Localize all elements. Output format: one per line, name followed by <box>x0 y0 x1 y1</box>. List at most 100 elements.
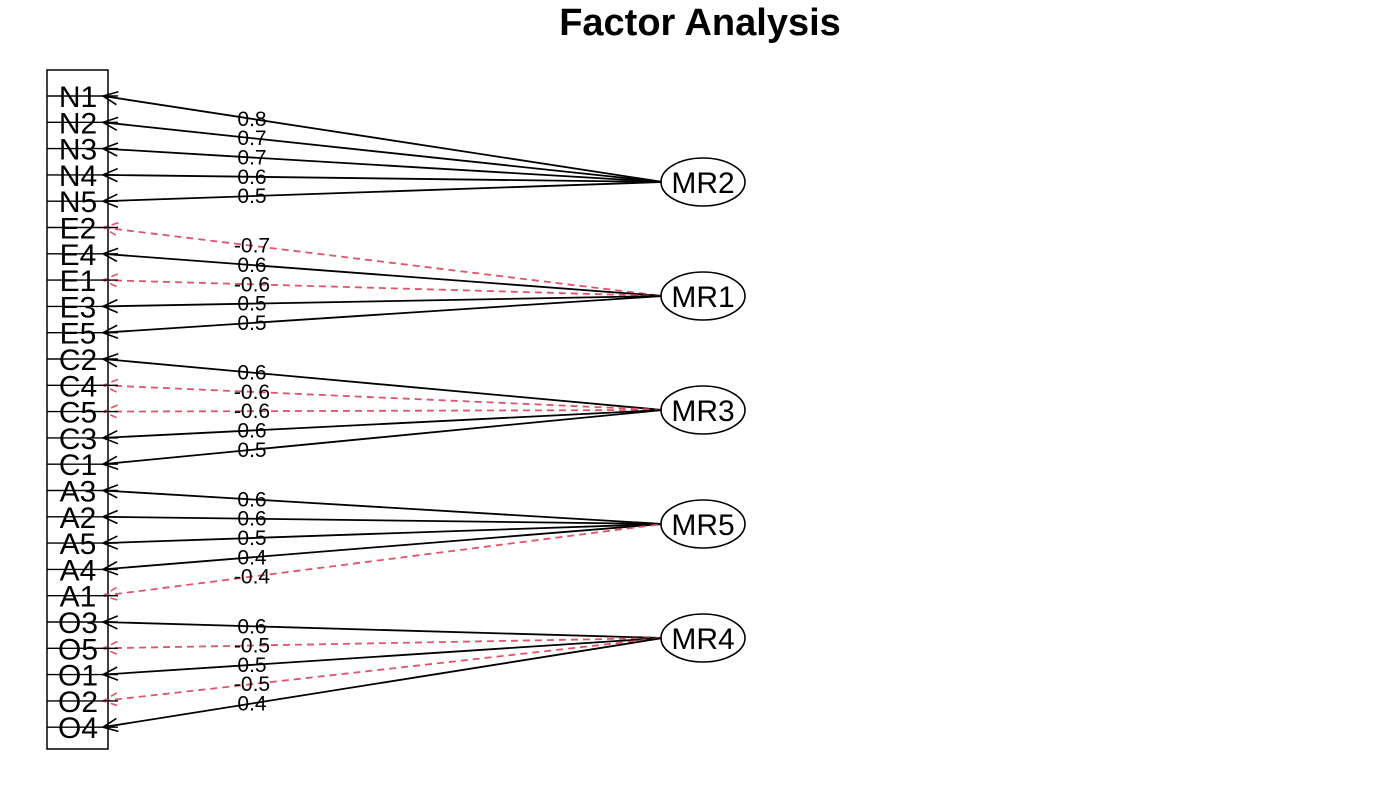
factor-ellipse <box>660 385 746 435</box>
loading-E4-MR1: 0.6 <box>101 247 664 297</box>
variables-box <box>46 69 109 750</box>
loading-path <box>102 637 664 650</box>
factor-label: MR3 <box>671 395 734 428</box>
loading-label: 0.7 <box>237 127 266 150</box>
factor-ellipse <box>660 271 746 321</box>
loading-label: 0.5 <box>237 312 266 335</box>
loading-label: 0.5 <box>237 439 266 462</box>
variable-A4: A4 <box>47 554 118 587</box>
variable-C4: C4 <box>47 370 118 403</box>
variable-label: A2 <box>60 502 97 535</box>
loading-label: 0.4 <box>237 546 267 569</box>
variable-C3: C3 <box>47 423 118 456</box>
loading-path <box>102 279 664 297</box>
variable-label: C3 <box>59 423 97 456</box>
loading-A4-MR5: 0.4 <box>101 523 664 576</box>
loading-N5-MR2: 0.5 <box>101 181 664 208</box>
loading-N2-MR2: 0.7 <box>101 116 664 183</box>
loading-label: -0.4 <box>234 566 271 589</box>
loading-label: 0.5 <box>237 293 266 316</box>
factor-MR4: MR4 <box>660 613 746 663</box>
loading-label: 0.6 <box>237 254 266 277</box>
variable-label: E5 <box>60 318 97 351</box>
factor-MR5: MR5 <box>660 499 746 549</box>
loading-A1-MR5: -0.4 <box>101 523 664 602</box>
loading-N3-MR2: 0.7 <box>101 142 664 183</box>
variable-label: C2 <box>59 344 97 377</box>
variable-label: N2 <box>59 107 97 140</box>
variable-label: A4 <box>60 554 97 587</box>
factor-ellipse <box>660 613 746 663</box>
factor-ellipse <box>660 157 746 207</box>
loading-label: 0.6 <box>237 488 266 511</box>
variable-label: C1 <box>59 449 97 482</box>
diagram-title: Factor Analysis <box>559 2 841 44</box>
variable-label: A3 <box>60 476 97 509</box>
variable-label: C4 <box>59 370 97 403</box>
loading-label: 0.5 <box>237 185 266 208</box>
variable-label: A5 <box>60 528 97 561</box>
variable-O5: O5 <box>47 633 118 666</box>
variable-label: C5 <box>59 397 97 430</box>
variable-C5: C5 <box>47 397 118 430</box>
variable-C1: C1 <box>47 449 118 482</box>
loading-path <box>102 181 664 203</box>
variable-C2: C2 <box>47 344 118 377</box>
factor-nodes: MR2 MR1 MR3 MR5 MR4 <box>660 157 746 663</box>
loading-path <box>102 384 664 411</box>
loading-O4-MR4: 0.4 <box>101 637 664 733</box>
variable-O3: O3 <box>47 607 118 640</box>
loading-path <box>102 121 664 183</box>
factor-label: MR4 <box>671 623 734 656</box>
loading-label: -0.5 <box>234 673 270 696</box>
loading-label: -0.6 <box>234 381 270 404</box>
factor-MR3: MR3 <box>660 385 746 435</box>
variable-N3: N3 <box>47 134 118 167</box>
loading-E1-MR1: -0.6 <box>101 273 664 297</box>
variable-label: E2 <box>60 213 97 246</box>
variable-label: O5 <box>58 633 98 666</box>
variable-A1: A1 <box>47 581 118 614</box>
variable-N4: N4 <box>47 160 118 193</box>
loading-label: 0.6 <box>237 508 266 531</box>
variable-label: O2 <box>58 686 98 719</box>
loading-label: 0.7 <box>237 146 266 169</box>
loading-path <box>102 523 664 544</box>
loading-path <box>102 489 664 525</box>
variable-E2: E2 <box>47 213 118 246</box>
variable-O2: O2 <box>47 686 118 719</box>
variable-E3: E3 <box>47 291 118 324</box>
factor-label: MR1 <box>671 281 734 314</box>
loading-label: 0.4 <box>237 692 267 715</box>
variable-label: N4 <box>59 160 97 193</box>
variable-E4: E4 <box>47 239 118 272</box>
loading-path <box>102 523 664 571</box>
loading-label: 0.6 <box>237 419 266 442</box>
loading-C5-MR3: -0.6 <box>101 400 664 423</box>
factor-label: MR5 <box>671 509 734 542</box>
loading-path <box>102 409 664 466</box>
loading-N1-MR2: 0.8 <box>101 90 664 183</box>
loading-path <box>102 409 664 413</box>
loading-path <box>102 95 664 183</box>
loading-C1-MR3: 0.5 <box>101 409 664 471</box>
variable-label: E4 <box>60 239 97 272</box>
loading-C3-MR3: 0.6 <box>101 409 664 445</box>
loading-label: 0.8 <box>237 108 266 131</box>
loading-path <box>102 147 664 183</box>
loading-label: -0.6 <box>234 400 270 423</box>
loading-O5-MR4: -0.5 <box>101 635 664 658</box>
loading-O2-MR4: -0.5 <box>101 637 664 707</box>
loading-path <box>102 637 664 729</box>
variable-A3: A3 <box>47 476 118 509</box>
loading-label: 0.6 <box>237 166 266 189</box>
variable-label: E3 <box>60 291 97 324</box>
loading-E3-MR1: 0.5 <box>101 293 664 316</box>
loading-label: 0.6 <box>237 615 266 638</box>
variable-rows: N1N2N3N4N5E2E4E1E3E5C2C4C5C3C1A3A2A5A4A1… <box>47 81 118 745</box>
variable-label: N5 <box>59 186 97 219</box>
loading-path <box>102 226 664 297</box>
variable-label: N3 <box>59 134 97 167</box>
variable-label: N1 <box>59 81 97 114</box>
